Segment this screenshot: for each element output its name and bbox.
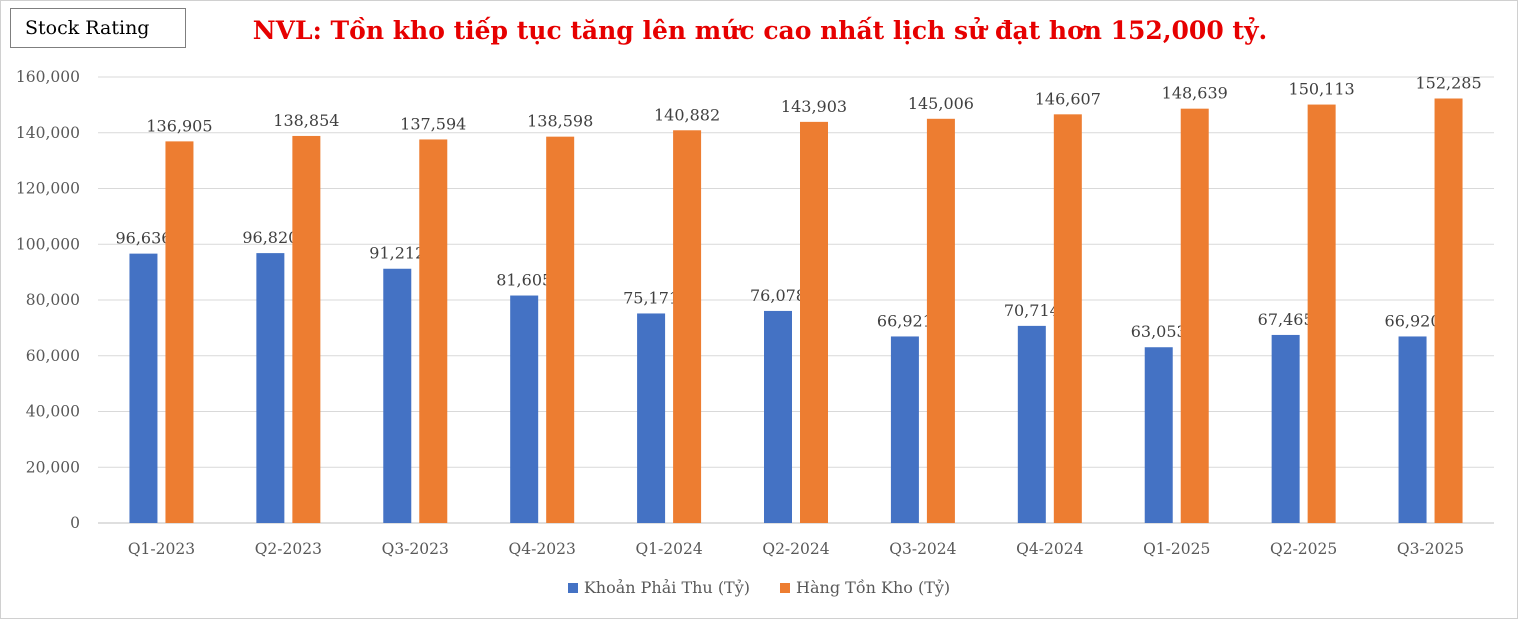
data-label-inventory: 137,594	[400, 114, 466, 133]
y-tick-label: 160,000	[16, 68, 80, 86]
bar-inventory	[1434, 98, 1463, 524]
x-tick-label: Q2-2025	[1270, 540, 1337, 558]
y-tick-label: 20,000	[26, 458, 80, 476]
data-label-inventory: 136,905	[146, 116, 212, 135]
bar-receivables	[637, 313, 666, 523]
bar-inventory	[673, 130, 702, 523]
data-label-receivables: 91,212	[369, 244, 425, 263]
data-label-receivables: 96,636	[115, 229, 171, 248]
x-tick-label: Q4-2023	[509, 540, 576, 558]
x-tick-label: Q4-2024	[1016, 540, 1083, 558]
data-label-inventory: 138,854	[273, 111, 339, 130]
data-label-inventory: 140,882	[654, 105, 720, 124]
x-axis-ticks: Q1-2023 Q2-2023 Q3-2023 Q4-2023 Q1-2024 Q2-20…	[128, 540, 1464, 558]
x-tick-label: Q3-2023	[382, 540, 449, 558]
bar-receivables	[510, 295, 539, 523]
x-tick-label: Q1-2024	[635, 540, 702, 558]
legend-item-receivables: Khoản Phải Thu (Tỷ)	[567, 578, 751, 597]
x-tick-label: Q3-2025	[1397, 540, 1464, 558]
legend-swatch-inventory	[780, 582, 791, 593]
y-axis-ticks: 0 20,000 40,000 60,000 80,000 100,000 120,000 1…	[16, 68, 80, 532]
data-label-receivables: 75,171	[623, 288, 679, 307]
data-label-inventory: 148,639	[1162, 84, 1228, 103]
data-label-receivables: 81,605	[496, 271, 552, 290]
bar-receivables	[129, 253, 158, 524]
stock-rating-badge: Stock Rating	[10, 8, 186, 48]
chart-title: NVL: Tồn kho tiếp tục tăng lên mức cao n…	[252, 16, 1268, 45]
bar-inventory	[1307, 104, 1336, 524]
bar-receivables	[1398, 336, 1427, 523]
y-tick-label: 40,000	[26, 403, 80, 421]
bar-inventory	[800, 121, 828, 523]
y-tick-label: 0	[70, 514, 80, 532]
y-tick-label: 60,000	[26, 347, 80, 365]
x-tick-label: Q1-2023	[128, 540, 195, 558]
x-tick-label: Q2-2024	[762, 540, 829, 558]
x-tick-label: Q1-2025	[1143, 540, 1210, 558]
data-label-inventory: 146,607	[1035, 89, 1101, 108]
legend: Khoản Phải Thu (Tỷ) Hàng Tồn Kho (Tỷ)	[0, 578, 1518, 597]
data-label-inventory: 150,113	[1289, 80, 1355, 99]
bar-inventory	[546, 136, 575, 523]
bars: 96,636 136,905 96,820 138,854 91,212 137,594 8…	[115, 74, 1482, 524]
bar-inventory	[1180, 108, 1209, 523]
data-label-inventory: 152,285	[1415, 74, 1481, 93]
data-label-receivables: 66,921	[877, 311, 933, 330]
data-label-receivables: 66,920	[1385, 311, 1441, 330]
bar-inventory	[926, 118, 955, 523]
gridlines	[98, 76, 1494, 524]
bar-receivables	[256, 253, 285, 523]
bar-inventory	[419, 139, 448, 523]
legend-swatch-receivables	[567, 582, 578, 593]
data-label-receivables: 70,714	[1004, 301, 1060, 320]
data-label-receivables: 67,465	[1258, 310, 1314, 329]
bar-receivables	[1017, 325, 1046, 523]
bar-inventory	[165, 141, 194, 523]
data-label-inventory: 143,903	[781, 97, 847, 116]
legend-label-inventory: Hàng Tồn Kho (Tỷ)	[796, 578, 951, 597]
y-tick-label: 100,000	[16, 235, 80, 253]
y-tick-label: 140,000	[16, 124, 80, 142]
data-label-receivables: 76,078	[750, 286, 806, 305]
bar-receivables	[1271, 334, 1300, 523]
y-tick-label: 120,000	[16, 180, 80, 198]
legend-item-inventory: Hàng Tồn Kho (Tỷ)	[780, 578, 950, 597]
data-label-inventory: 138,598	[527, 112, 593, 131]
data-label-inventory: 145,006	[908, 94, 974, 113]
bar-inventory	[292, 135, 321, 524]
data-label-receivables: 63,053	[1131, 322, 1187, 341]
bar-receivables	[890, 336, 919, 523]
legend-label-receivables: Khoản Phải Thu (Tỷ)	[583, 578, 751, 597]
y-tick-label: 80,000	[26, 291, 80, 309]
bar-receivables	[383, 268, 412, 523]
x-tick-label: Q2-2023	[255, 540, 322, 558]
bar-receivables	[1144, 347, 1173, 523]
data-label-receivables: 96,820	[242, 228, 298, 247]
bar-receivables	[764, 310, 792, 523]
bar-inventory	[1053, 114, 1082, 524]
x-tick-label: Q3-2024	[889, 540, 956, 558]
